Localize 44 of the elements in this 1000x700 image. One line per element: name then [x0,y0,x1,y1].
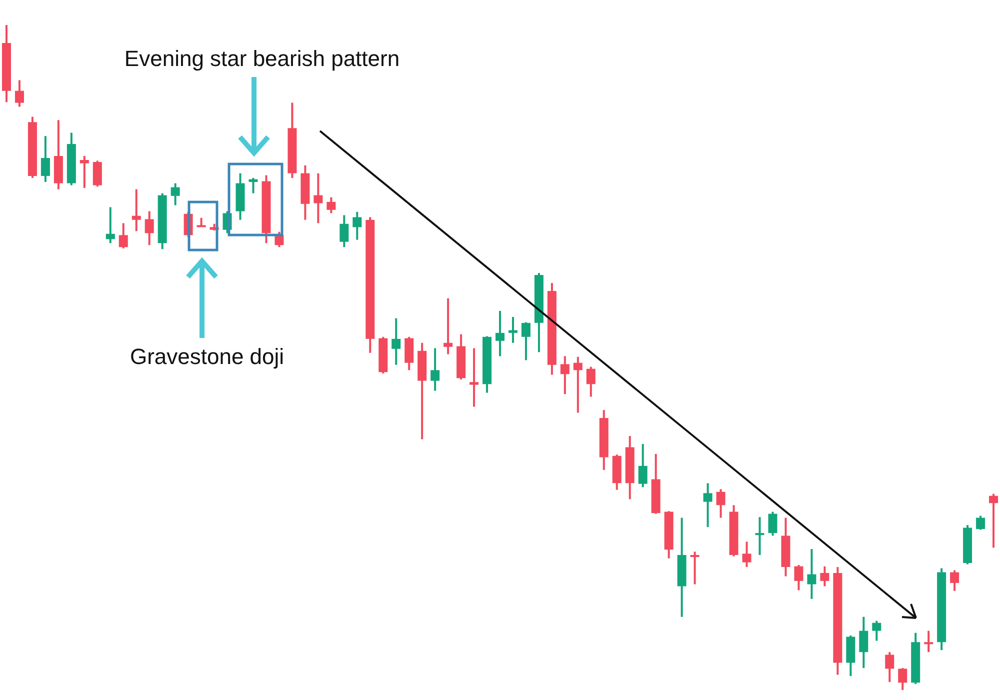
candlestick [976,514,986,531]
candlestick [820,565,830,588]
candlestick [132,188,141,232]
candlestick [496,310,504,358]
candlestick [248,176,258,194]
candlestick [80,155,89,189]
candlestick [716,488,726,519]
candlestick [573,356,582,414]
candlestick [521,321,530,362]
candlestick [314,172,323,224]
candlestick [950,569,960,592]
candlestick [768,510,778,537]
candlestick [144,210,154,246]
candlestick [170,182,180,206]
candlestick [508,316,518,344]
candlestick [872,620,882,642]
candlestick [989,492,998,549]
candlestick [470,347,479,408]
candlestick [690,550,700,586]
candlestick [638,442,648,488]
candlestick [755,516,764,556]
candlestick [392,317,401,366]
candlestick [326,196,336,214]
candlestick [92,160,102,188]
candlestick [340,214,349,248]
candlestick [885,651,894,684]
candlestick [703,482,712,528]
candlestick [352,210,362,241]
candlestick [924,630,934,654]
candlestick [807,548,816,600]
candlestick [14,79,24,108]
annotation: Gravestone doji [130,344,284,369]
candlestick [859,616,868,670]
candlestick [118,222,128,250]
candlestick [430,347,440,392]
candlestick [560,355,570,396]
candlestick [898,667,908,691]
annotation: Evening star bearish pattern [124,46,400,71]
candlestick [794,564,804,592]
candlestick [40,135,50,183]
candlestick [444,297,453,356]
candlestick [586,366,596,398]
candlestick [742,540,752,568]
candlestick [106,206,115,244]
